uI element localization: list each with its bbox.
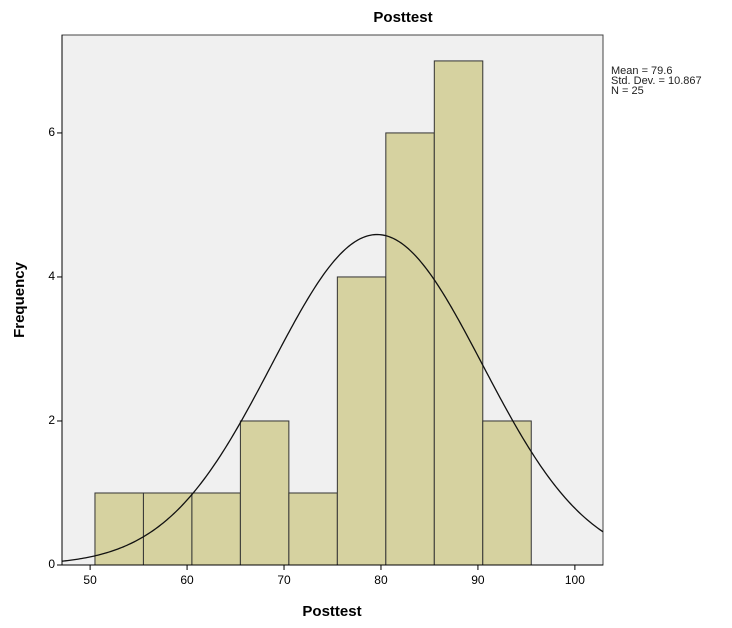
bar	[289, 493, 337, 565]
chart-title: Posttest	[373, 9, 432, 26]
y-tick-label: 4	[48, 269, 55, 283]
x-tick-label: 50	[83, 573, 97, 587]
x-tick-label: 90	[471, 573, 485, 587]
x-tick-label: 70	[277, 573, 291, 587]
bar	[192, 493, 240, 565]
chart: Posttest Posttest Frequency 0 2 4 6 50 60 70 80…	[0, 0, 732, 628]
bar	[434, 61, 482, 565]
y-tick-label: 2	[48, 413, 55, 427]
stat-label: N = 25	[611, 85, 644, 97]
bar	[240, 421, 288, 565]
y-tick-label: 0	[48, 557, 55, 571]
x-tick-label: 100	[565, 573, 585, 587]
bar	[386, 133, 434, 565]
bar	[483, 421, 531, 565]
y-axis-title: Frequency	[11, 261, 28, 338]
bar	[143, 493, 191, 565]
x-tick-label: 60	[180, 573, 194, 587]
y-tick-label: 6	[48, 125, 55, 139]
x-tick-label: 80	[374, 573, 388, 587]
bar	[337, 277, 385, 565]
x-axis-title: Posttest	[302, 603, 361, 620]
